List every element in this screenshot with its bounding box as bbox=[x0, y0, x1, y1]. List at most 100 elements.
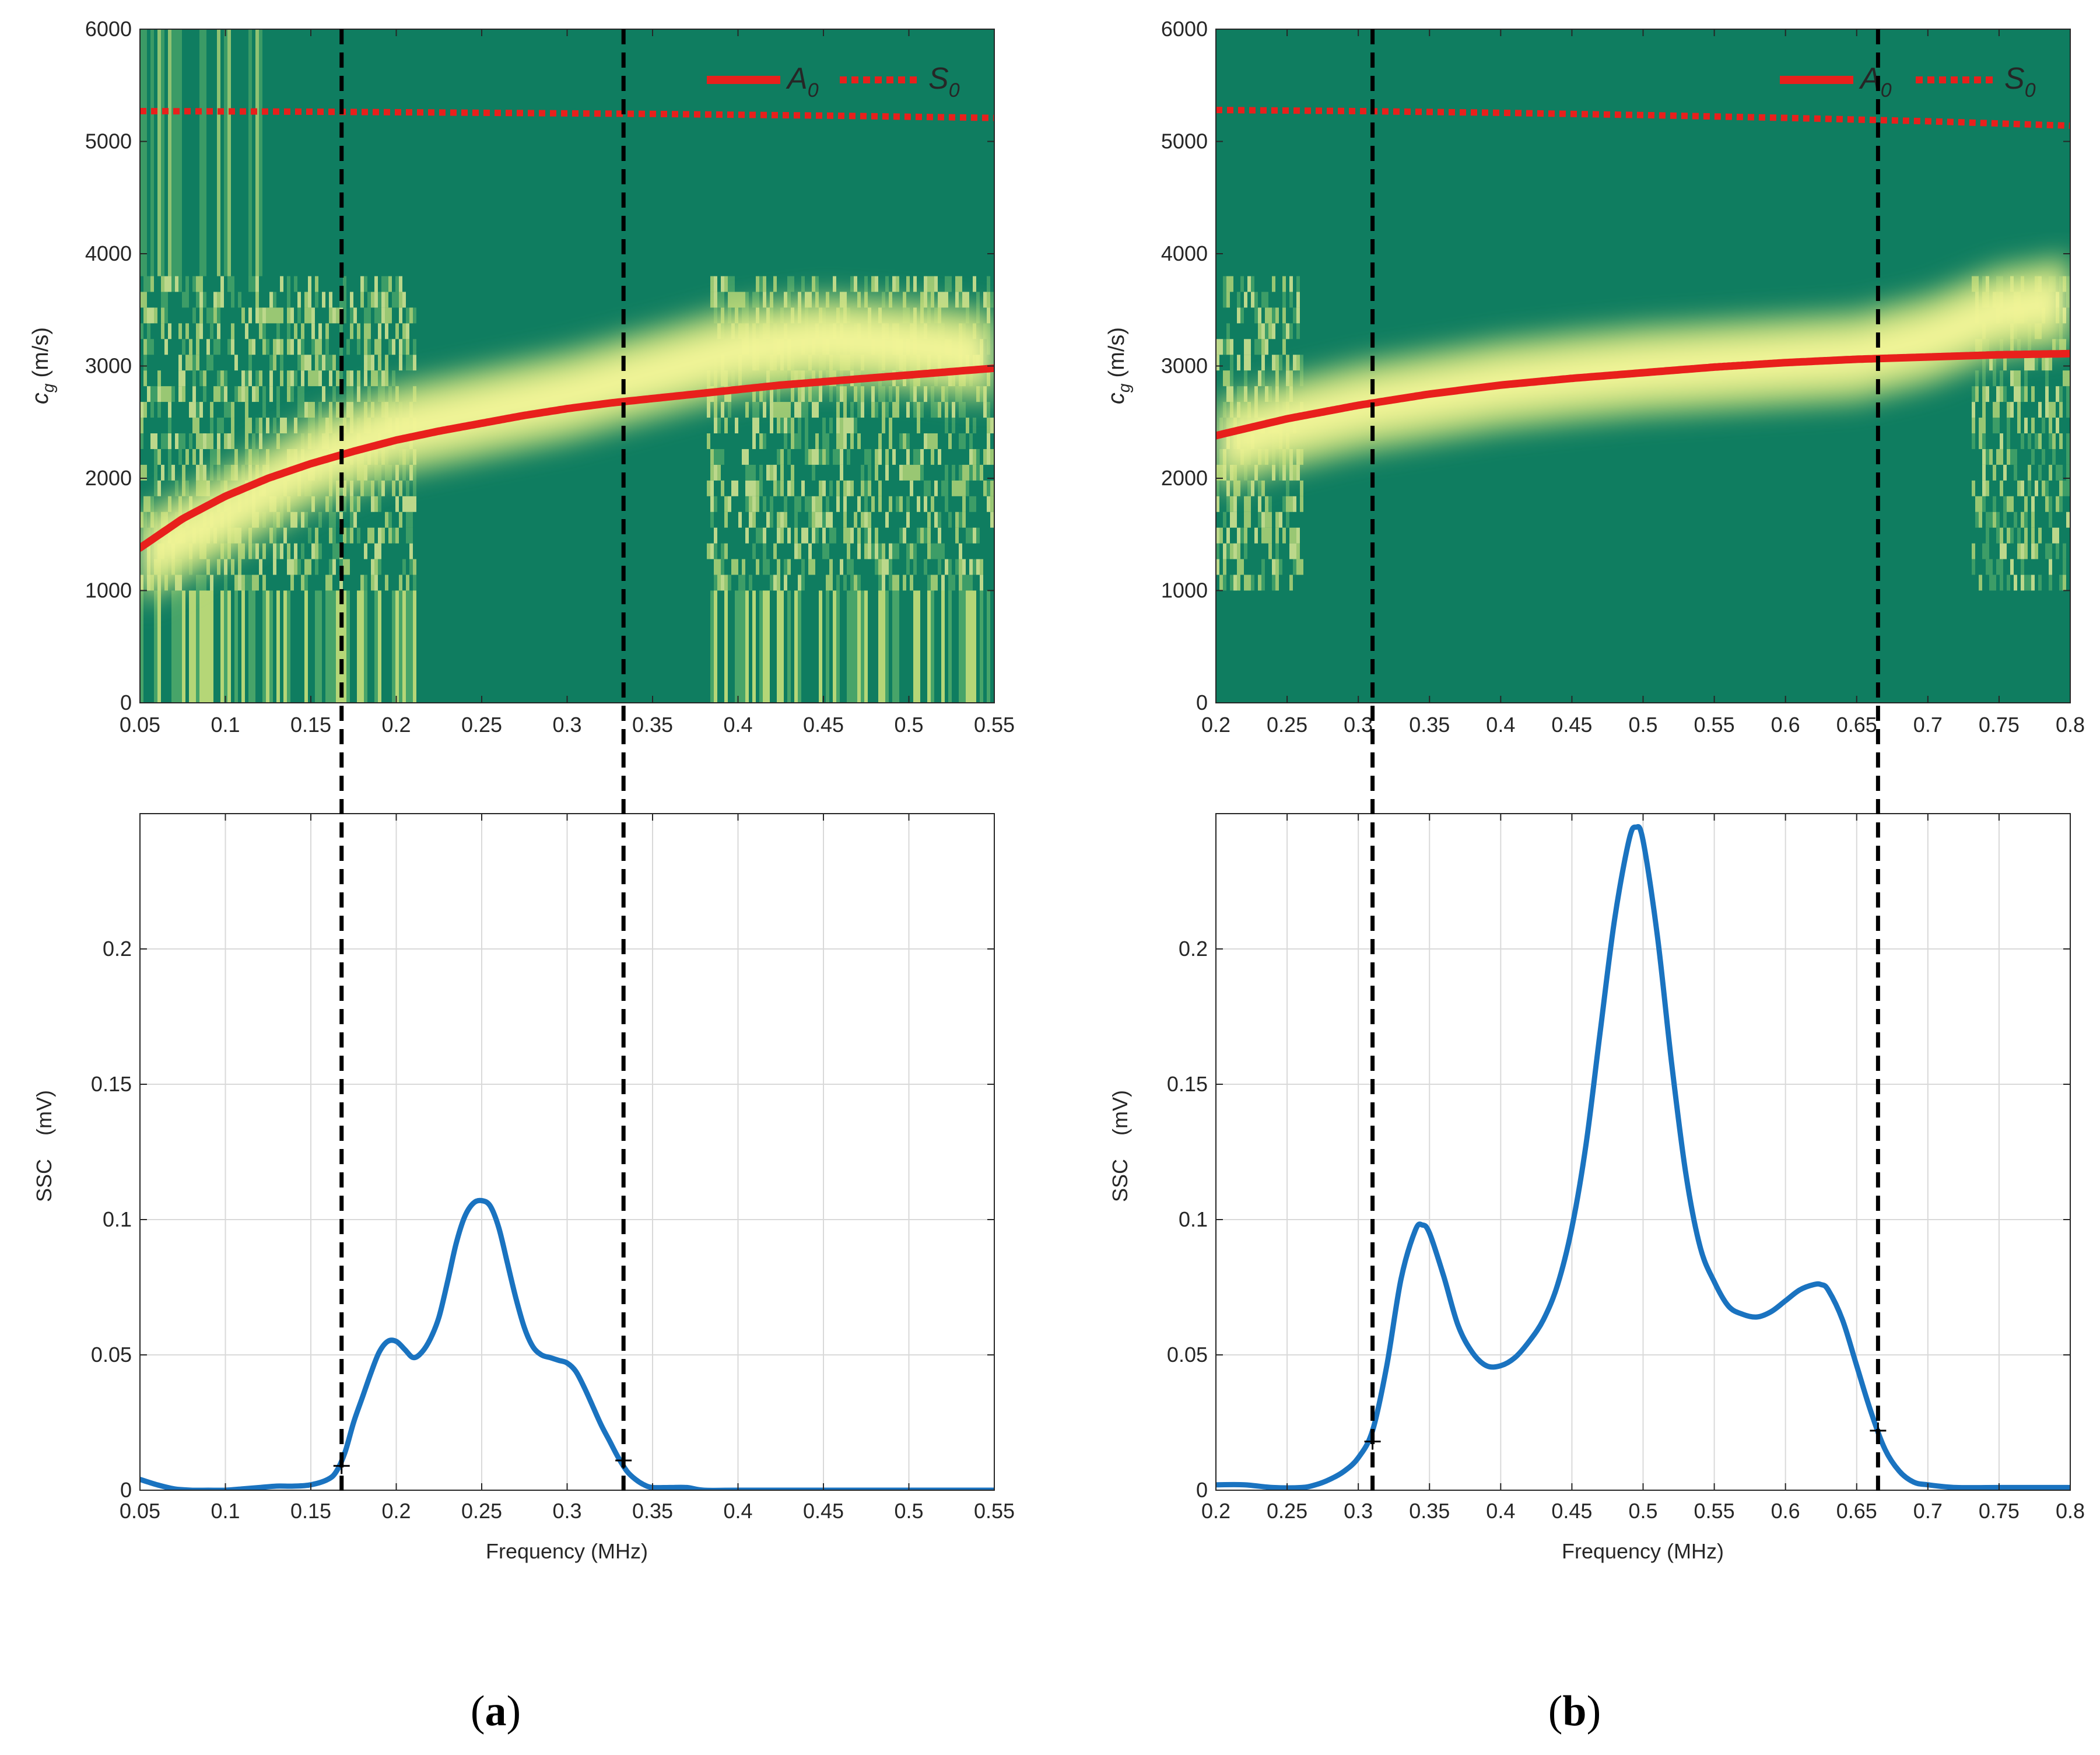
heatmap-cell bbox=[1226, 496, 1230, 512]
heatmap-cell bbox=[2017, 527, 2021, 544]
heatmap-cell bbox=[756, 402, 759, 418]
y-tick-label: 2000 bbox=[85, 466, 132, 490]
panel-a-bottom-spectrum: 0.05 0.1 0.15 0.2 0.25 0.3 0.35 0.4 0.45 0.5 0.55 … bbox=[32, 813, 1015, 1563]
heatmap-cell bbox=[150, 496, 154, 512]
heatmap-stripe bbox=[759, 590, 763, 703]
heatmap-stripe bbox=[833, 590, 836, 703]
heatmap-cell bbox=[906, 543, 910, 559]
heatmap-cell bbox=[759, 386, 763, 402]
heatmap-cell bbox=[1296, 543, 1300, 559]
heatmap-cell bbox=[357, 339, 360, 355]
heatmap-cell bbox=[742, 292, 745, 308]
heatmap-cell bbox=[931, 575, 934, 591]
heatmap-cell bbox=[273, 355, 276, 371]
heatmap-cell bbox=[731, 276, 735, 292]
heatmap-cell bbox=[959, 433, 962, 449]
heatmap-stripe bbox=[871, 590, 875, 703]
heatmap-cell bbox=[969, 433, 973, 449]
heatmap-cell bbox=[847, 559, 850, 575]
heatmap-cell bbox=[2035, 543, 2038, 559]
heatmap-cell bbox=[857, 402, 861, 418]
heatmap-cell bbox=[367, 307, 371, 324]
y-tick-label: 0 bbox=[120, 1478, 132, 1502]
heatmap-cell bbox=[1219, 339, 1223, 355]
heatmap-cell bbox=[203, 575, 206, 591]
heatmap-cell bbox=[896, 496, 899, 512]
heatmap-stripe bbox=[308, 590, 311, 703]
heatmap-cell bbox=[742, 449, 745, 465]
heatmap-cell bbox=[150, 276, 154, 292]
heatmap-cell bbox=[885, 512, 889, 528]
heatmap-cell bbox=[906, 402, 910, 418]
heatmap-cell bbox=[861, 512, 864, 528]
heatmap-cell bbox=[826, 496, 829, 512]
heatmap-stripe bbox=[161, 29, 164, 276]
heatmap-cell bbox=[259, 433, 262, 449]
heatmap-cell bbox=[147, 339, 150, 355]
heatmap-cell bbox=[196, 418, 199, 433]
heatmap-cell bbox=[1282, 276, 1286, 292]
heatmap-stripe bbox=[175, 590, 178, 703]
x-tick-label: 0.1 bbox=[211, 1499, 240, 1523]
heatmap-cell bbox=[903, 292, 906, 308]
heatmap-stripe bbox=[875, 590, 878, 703]
heatmap-cell bbox=[192, 276, 196, 292]
heatmap-cell bbox=[903, 575, 906, 591]
heatmap-cell bbox=[1216, 543, 1219, 559]
heatmap-cell bbox=[2066, 402, 2070, 418]
heatmap-stripe bbox=[710, 590, 714, 703]
heatmap-stripe bbox=[780, 590, 784, 703]
heatmap-cell bbox=[395, 276, 399, 292]
heatmap-cell bbox=[850, 480, 854, 496]
heatmap-cell bbox=[273, 418, 276, 433]
heatmap-cell bbox=[745, 464, 749, 481]
heatmap-cell bbox=[255, 370, 259, 387]
heatmap-cell bbox=[801, 480, 805, 496]
heatmap-cell bbox=[1275, 355, 1279, 371]
heatmap-cell bbox=[217, 418, 220, 433]
heatmap-cell bbox=[283, 418, 287, 433]
heatmap-cell bbox=[959, 559, 962, 575]
x-tick-label: 0.6 bbox=[1771, 1499, 1800, 1523]
heatmap-cell bbox=[2049, 512, 2052, 528]
heatmap-cell bbox=[2014, 512, 2017, 528]
heatmap-cell bbox=[245, 433, 248, 449]
heatmap-cell bbox=[1254, 339, 1258, 355]
heatmap-cell bbox=[843, 386, 847, 402]
heatmap-cell bbox=[878, 496, 882, 512]
heatmap-stripe bbox=[178, 29, 182, 276]
heatmap-cell bbox=[840, 386, 843, 402]
y-tick-label: 4000 bbox=[85, 241, 132, 265]
heatmap-cell bbox=[2059, 480, 2063, 496]
heatmap-cell bbox=[966, 418, 969, 433]
heatmap-cell bbox=[1275, 307, 1279, 324]
heatmap-cell bbox=[910, 543, 913, 559]
heatmap-cell bbox=[2059, 575, 2063, 591]
heatmap-cell bbox=[752, 418, 756, 433]
heatmap-cell bbox=[353, 307, 357, 324]
heatmap-cell bbox=[798, 418, 801, 433]
heatmap-cell bbox=[1244, 292, 1247, 308]
heatmap-cell bbox=[364, 355, 367, 371]
heatmap-cell bbox=[987, 402, 990, 418]
heatmap-cell bbox=[399, 575, 402, 591]
heatmap-cell bbox=[308, 276, 311, 292]
heatmap-cell bbox=[763, 496, 766, 512]
heatmap-cell bbox=[717, 292, 721, 308]
heatmap-cell bbox=[1223, 543, 1226, 559]
heatmap-cell bbox=[1254, 527, 1258, 544]
heatmap-cell bbox=[913, 386, 917, 402]
heatmap-cell bbox=[798, 402, 801, 418]
heatmap-cell bbox=[945, 418, 948, 433]
heatmap-cell bbox=[1237, 543, 1240, 559]
heatmap-cell bbox=[896, 402, 899, 418]
heatmap-cell bbox=[217, 307, 220, 324]
heatmap-cell bbox=[168, 433, 171, 449]
heatmap-cell bbox=[402, 292, 406, 308]
heatmap-cell bbox=[210, 402, 213, 418]
heatmap-cell bbox=[819, 449, 822, 465]
heatmap-cell bbox=[906, 559, 910, 575]
heatmap-cell bbox=[857, 543, 861, 559]
heatmap-cell bbox=[367, 480, 371, 496]
heatmap-cell bbox=[413, 339, 416, 355]
